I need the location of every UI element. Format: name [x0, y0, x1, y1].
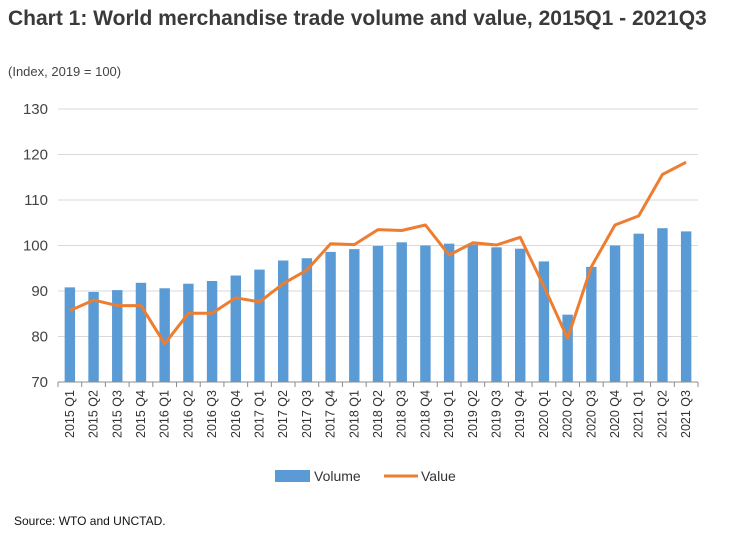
x-tick-label: 2018 Q4 — [418, 390, 432, 438]
chart-title: Chart 1: World merchandise trade volume … — [8, 7, 707, 30]
chart-area: 70 80 90 100 110 120 130 2015 Q1 2015 Q2 2015 Q3… — [23, 101, 699, 484]
volume-bar — [467, 244, 479, 382]
volume-bar — [254, 269, 265, 382]
volume-bar — [64, 287, 76, 382]
volume-bar — [538, 261, 550, 382]
volume-bar — [349, 249, 360, 382]
x-tick-label: 2015 Q3 — [110, 390, 124, 438]
x-tick-label: 2018 Q1 — [347, 390, 361, 438]
source-note: Source: WTO and UNCTAD. — [14, 514, 166, 528]
x-tick-label: 2015 Q1 — [63, 390, 77, 438]
y-tick-label: 80 — [31, 329, 48, 346]
legend-volume-swatch — [275, 470, 310, 482]
x-tick-label: 2016 Q1 — [158, 390, 172, 438]
legend-value-label: Value — [421, 468, 456, 484]
x-tick-label: 2016 Q3 — [205, 390, 219, 438]
volume-bar — [301, 258, 313, 382]
x-tick-label: 2017 Q4 — [324, 390, 338, 438]
x-tick-label: 2021 Q3 — [679, 390, 693, 438]
y-tick-label: 130 — [23, 101, 48, 118]
x-tick-label: 2020 Q1 — [537, 390, 551, 438]
x-tick-label: 2017 Q3 — [300, 390, 314, 438]
volume-bar — [277, 260, 289, 382]
x-tick-label: 2020 Q4 — [608, 390, 622, 438]
volume-bar — [443, 243, 455, 382]
volume-bar — [325, 251, 336, 382]
volume-bar — [206, 280, 218, 382]
x-tick-label: 2018 Q3 — [395, 390, 409, 438]
x-axis-ticks: 2015 Q1 2015 Q2 2015 Q3 2015 Q4 2016 Q1 2016 … — [63, 390, 693, 438]
y-tick-label: 70 — [31, 374, 48, 391]
volume-bar — [372, 245, 384, 382]
legend-volume-label: Volume — [314, 468, 361, 484]
volume-bar — [183, 283, 194, 382]
x-tick-label: 2021 Q1 — [632, 390, 646, 438]
volume-bar — [230, 275, 241, 382]
y-tick-label: 110 — [24, 192, 48, 209]
volume-bar — [562, 314, 573, 382]
volume-bar — [135, 282, 147, 382]
x-tick-label: 2019 Q2 — [466, 390, 480, 438]
x-tick-label: 2018 Q2 — [371, 390, 385, 438]
value-line — [69, 160, 687, 346]
volume-bar — [609, 245, 621, 382]
volume-bar — [396, 242, 407, 382]
y-axis-ticks: 70 80 90 100 110 120 130 — [23, 101, 48, 391]
volume-bar — [491, 247, 502, 382]
volume-bar — [680, 231, 692, 382]
x-tick-label: 2016 Q2 — [181, 390, 195, 438]
x-tick-label: 2019 Q4 — [513, 390, 527, 438]
x-tick-label: 2016 Q4 — [229, 390, 243, 438]
x-tick-label: 2020 Q2 — [561, 390, 575, 438]
x-axis — [57, 381, 699, 387]
x-tick-label: 2015 Q4 — [134, 390, 148, 438]
volume-bar — [657, 228, 668, 382]
volume-bar — [88, 291, 99, 382]
x-tick-label: 2015 Q2 — [87, 390, 101, 438]
x-tick-label: 2020 Q3 — [584, 390, 598, 438]
x-tick-label: 2021 Q2 — [655, 390, 669, 438]
x-tick-label: 2017 Q2 — [276, 390, 290, 438]
y-tick-label: 100 — [23, 238, 48, 255]
y-tick-label: 120 — [23, 147, 48, 164]
chart-subtitle: (Index, 2019 = 100) — [8, 64, 122, 79]
x-tick-label: 2019 Q1 — [442, 390, 456, 438]
volume-bars — [64, 228, 692, 382]
volume-bar — [586, 266, 597, 382]
value-series-line — [69, 160, 687, 346]
x-tick-label: 2017 Q1 — [252, 390, 266, 438]
volume-bar — [515, 248, 526, 382]
y-tick-label: 90 — [31, 283, 48, 300]
legend: Volume Value — [275, 468, 456, 484]
x-tick-label: 2019 Q3 — [490, 390, 504, 438]
volume-bar — [633, 233, 644, 382]
volume-bar — [159, 288, 170, 382]
volume-bar — [112, 290, 123, 382]
volume-bar — [420, 245, 431, 382]
